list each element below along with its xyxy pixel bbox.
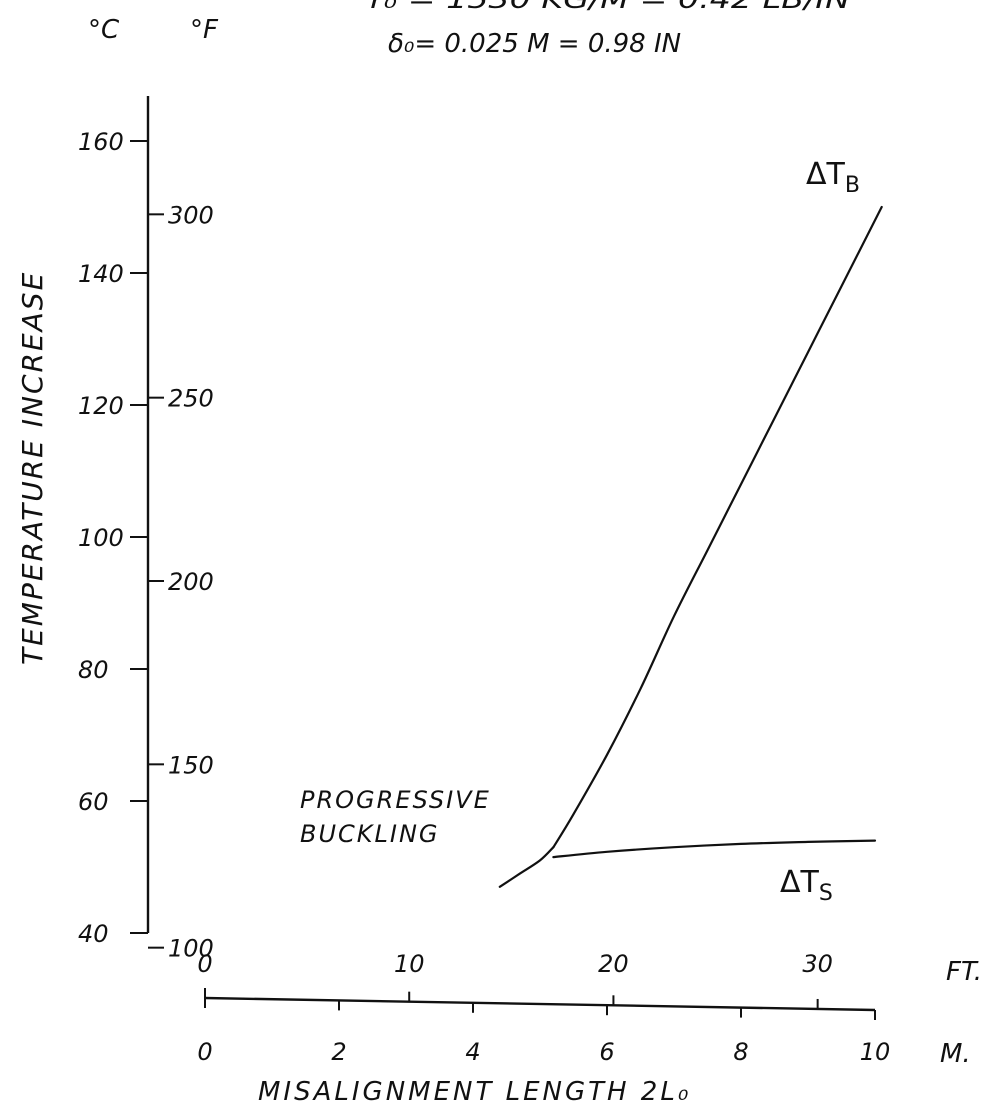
series-curves bbox=[498, 205, 883, 888]
x-unit-feet: FT. bbox=[946, 957, 982, 987]
y-ticks-fahrenheit: 100 150 200 250 300 bbox=[148, 201, 214, 963]
y-unit-celsius: °C bbox=[88, 15, 120, 45]
annotation-line-2: BUCKLING bbox=[300, 820, 440, 848]
y-tick-label-f: 300 bbox=[168, 201, 214, 229]
series-label-tb: ΔTB bbox=[806, 157, 860, 198]
y-tick-label-f: 150 bbox=[168, 751, 214, 779]
header-line-2: δ₀= 0.025 M = 0.98 IN bbox=[388, 29, 681, 59]
y-tick-label-c: 60 bbox=[78, 788, 109, 816]
y-unit-fahrenheit: °F bbox=[190, 15, 219, 45]
y-tick-label-c: 100 bbox=[78, 524, 124, 552]
y-tick-label-f: 200 bbox=[168, 568, 214, 596]
x-ticks-feet: 0 10 20 30 bbox=[197, 950, 833, 1009]
y-tick-label-c: 40 bbox=[78, 920, 109, 948]
x-axis-label: MISALIGNMENT LENGTH 2L₀ bbox=[258, 1077, 691, 1107]
x-tick-label-m: 8 bbox=[733, 1038, 748, 1066]
annotation-line-1: PROGRESSIVE bbox=[300, 786, 491, 814]
series-label-ts-sub: S bbox=[819, 881, 833, 906]
x-tick-label-m: 10 bbox=[860, 1038, 891, 1066]
x-unit-meters: M. bbox=[940, 1039, 971, 1069]
series-label-ts: ΔTS bbox=[780, 865, 833, 906]
series-delta-tb-line bbox=[552, 205, 883, 849]
x-tick-label-ft: 10 bbox=[394, 950, 425, 978]
y-tick-label-c: 80 bbox=[78, 656, 109, 684]
y-tick-label-c: 140 bbox=[78, 260, 124, 288]
x-tick-label-m: 0 bbox=[197, 1038, 212, 1066]
series-label-tb-main: ΔT bbox=[806, 157, 846, 192]
header-line-1: r₀ = 1530 KG/M = 0.42 LB/IN bbox=[370, 0, 850, 15]
x-tick-label-ft: 0 bbox=[197, 950, 212, 978]
series-progressive-line bbox=[498, 846, 555, 888]
x-ticks-meters: 0 2 4 6 8 10 bbox=[197, 998, 890, 1066]
y-tick-label-f: 250 bbox=[168, 385, 214, 413]
series-label-ts-main: ΔT bbox=[780, 865, 820, 900]
x-tick-label-m: 4 bbox=[465, 1038, 480, 1066]
y-tick-label-c: 160 bbox=[78, 128, 124, 156]
x-tick-label-m: 6 bbox=[599, 1038, 614, 1066]
y-tick-label-c: 120 bbox=[78, 392, 124, 420]
y-tick-label-f: 100 bbox=[168, 935, 214, 963]
x-tick-label-ft: 20 bbox=[598, 950, 629, 978]
series-delta-ts-line bbox=[552, 839, 877, 859]
x-tick-label-m: 2 bbox=[331, 1038, 346, 1066]
x-axis-line bbox=[204, 996, 876, 1012]
y-axis-label: TEMPERATURE INCREASE bbox=[16, 271, 49, 665]
series-label-tb-sub: B bbox=[845, 173, 860, 198]
x-tick-label-ft: 30 bbox=[802, 950, 833, 978]
y-ticks-celsius: 40 60 80 100 120 140 160 bbox=[78, 128, 148, 948]
